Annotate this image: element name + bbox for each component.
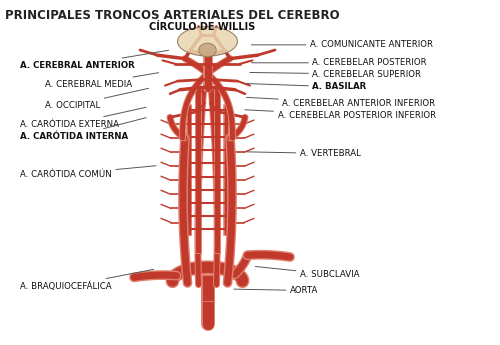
Text: A. SUBCLAVIA: A. SUBCLAVIA	[256, 266, 360, 279]
Text: PRINCIPALES TRONCOS ARTERIALES DEL CEREBRO: PRINCIPALES TRONCOS ARTERIALES DEL CEREB…	[5, 9, 340, 22]
Text: A. CEREBELAR SUPERIOR: A. CEREBELAR SUPERIOR	[250, 70, 422, 79]
Text: A. OCCIPITAL: A. OCCIPITAL	[45, 88, 148, 110]
Text: A. CARÓTIDA EXTERNA: A. CARÓTIDA EXTERNA	[20, 107, 146, 129]
Ellipse shape	[178, 27, 238, 56]
Text: A. COMUNICANTE ANTERIOR: A. COMUNICANTE ANTERIOR	[252, 40, 433, 49]
Text: A. BASILAR: A. BASILAR	[246, 82, 367, 91]
Text: A. CEREBRAL ANTERIOR: A. CEREBRAL ANTERIOR	[20, 50, 169, 70]
Text: CÍRCULO DE WILLIS: CÍRCULO DE WILLIS	[150, 22, 256, 32]
Text: A. VERTEBRAL: A. VERTEBRAL	[246, 149, 361, 158]
Text: A. CARÓTIDA COMÚN: A. CARÓTIDA COMÚN	[20, 166, 156, 179]
Text: A. CEREBELAR POSTERIOR: A. CEREBELAR POSTERIOR	[252, 58, 427, 67]
Text: A. CARÓTIDA INTERNA: A. CARÓTIDA INTERNA	[20, 118, 146, 141]
Text: A. CEREBELAR ANTERIOR INFERIOR: A. CEREBELAR ANTERIOR INFERIOR	[246, 97, 436, 108]
Text: A. BRAQUIOCEFÁLICA: A. BRAQUIOCEFÁLICA	[20, 269, 154, 291]
Text: AORTA: AORTA	[234, 286, 318, 295]
Text: A. CEREBRAL MEDIA: A. CEREBRAL MEDIA	[45, 73, 158, 89]
Text: A. CEREBELAR POSTERIOR INFERIOR: A. CEREBELAR POSTERIOR INFERIOR	[245, 110, 436, 120]
Ellipse shape	[199, 43, 216, 57]
